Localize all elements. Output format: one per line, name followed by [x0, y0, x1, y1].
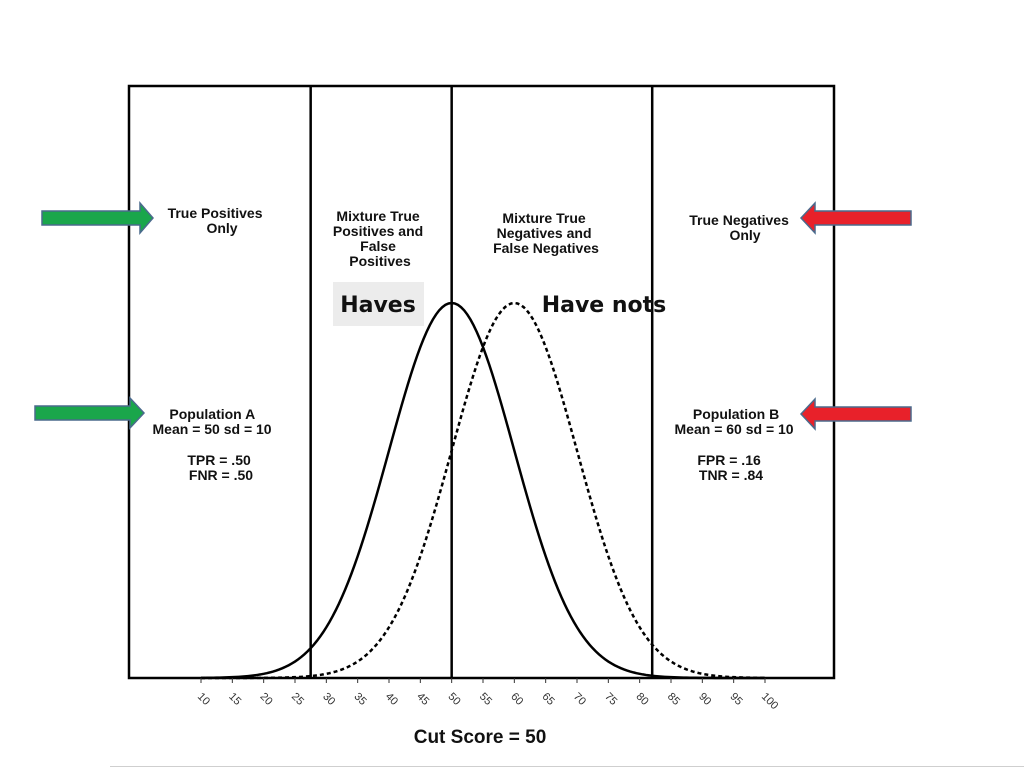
- x-tick-label-65: 65: [540, 691, 557, 708]
- plot-frame: [127, 84, 836, 680]
- x-tick-label-50: 50: [446, 691, 463, 708]
- x-tick-label-100: 100: [759, 691, 780, 712]
- population-b-fpr: FPR = .16: [697, 452, 761, 468]
- region-mn-line1: Mixture True: [502, 210, 585, 226]
- haves-label: Haves: [340, 293, 416, 318]
- region-tn-line2: Only: [729, 227, 760, 243]
- have-nots-label: Have nots: [542, 293, 667, 318]
- green-arrow-true-positives: [41, 200, 154, 236]
- region-mixture-negatives: Mixture True Negatives and False Negativ…: [493, 210, 599, 256]
- population-b-title: Population B: [693, 406, 779, 422]
- green-arrow-population-a: [34, 396, 146, 430]
- region-true-positives: True Positives Only: [168, 205, 267, 236]
- region-tp-line2: Only: [206, 220, 237, 236]
- population-b-tnr: TNR = .84: [699, 467, 763, 483]
- region-mp-line2: Positives and: [333, 223, 423, 239]
- region-mn-line2: Negatives and: [497, 225, 592, 241]
- x-tick-label-25: 25: [289, 691, 306, 708]
- population-a-fnr: FNR = .50: [189, 467, 253, 483]
- x-tick-label-70: 70: [571, 691, 588, 708]
- red-arrow-true-negatives: [799, 201, 912, 235]
- population-a-title: Population A: [169, 406, 255, 422]
- x-tick-label-95: 95: [728, 691, 745, 708]
- region-mixture-positives: Mixture True Positives and False Positiv…: [333, 208, 427, 269]
- haves-curve: [200, 301, 765, 680]
- region-boundaries: [309, 86, 654, 678]
- x-tick-label-35: 35: [352, 691, 369, 708]
- x-tick-label-85: 85: [665, 691, 682, 708]
- x-tick-label-15: 15: [226, 691, 243, 708]
- x-tick-label-10: 10: [195, 691, 212, 708]
- red-arrow-population-b: [799, 397, 912, 431]
- x-tick-label-40: 40: [383, 691, 400, 708]
- x-tick-label-60: 60: [508, 691, 525, 708]
- population-a-tpr: TPR = .50: [187, 452, 251, 468]
- region-mp-line1: Mixture True: [336, 208, 419, 224]
- region-mp-line4: Positives: [349, 253, 411, 269]
- population-b-params: Mean = 60 sd = 10: [675, 421, 794, 437]
- x-tick-label-20: 20: [258, 691, 275, 708]
- region-tn-line1: True Negatives: [689, 212, 789, 228]
- bottom-rule: [110, 766, 1024, 767]
- population-a-params: Mean = 50 sd = 10: [153, 421, 272, 437]
- x-axis-label: Cut Score = 50: [414, 727, 547, 748]
- haves-label-box: [333, 282, 424, 326]
- x-tick-label-55: 55: [477, 691, 494, 708]
- region-true-negatives: True Negatives Only: [689, 212, 793, 243]
- x-tick-label-80: 80: [634, 691, 651, 708]
- region-mp-line3: False: [360, 238, 396, 254]
- x-tick-label-75: 75: [602, 691, 619, 708]
- region-tp-line1: True Positives: [168, 205, 263, 221]
- x-tick-label-90: 90: [696, 691, 713, 708]
- x-axis-ticks: 10 15 20 25 30 35 40 45 50 55 60 65 70 75 80 85 90 95 100: [195, 678, 780, 712]
- region-mn-line3: False Negatives: [493, 240, 599, 256]
- x-tick-label-30: 30: [320, 691, 337, 708]
- population-a-stats: Population A Mean = 50 sd = 10 TPR = .50…: [153, 406, 276, 483]
- x-tick-label-45: 45: [414, 691, 431, 708]
- population-b-stats: Population B Mean = 60 sd = 10 FPR = .16…: [675, 406, 798, 483]
- have-nots-curve: [201, 301, 766, 680]
